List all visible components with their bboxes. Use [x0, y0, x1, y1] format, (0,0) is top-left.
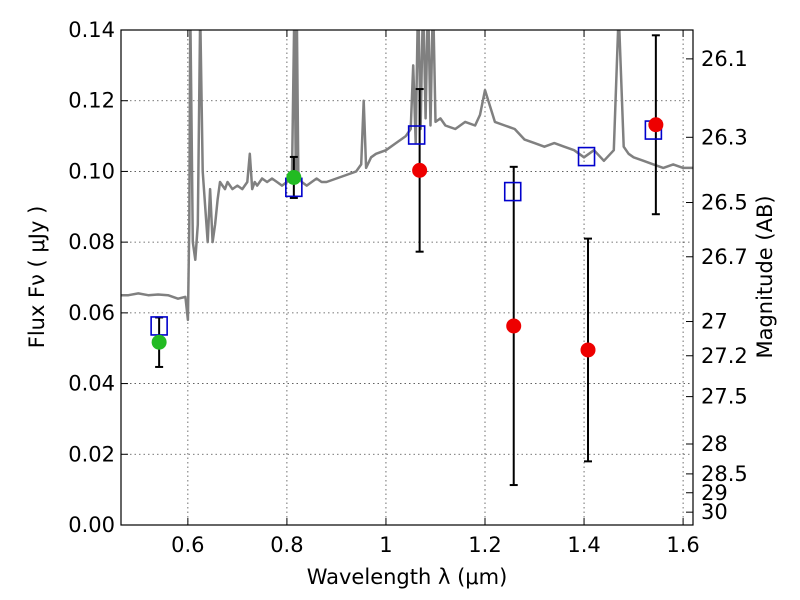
y-axis-left: 0.00 0.02 0.04 0.06 0.08 0.10 0.12 0.14	[68, 18, 128, 537]
y-tick-label: 0.06	[68, 301, 115, 325]
x-tick-label: 1.6	[666, 533, 699, 557]
model-square	[407, 125, 426, 145]
mag-tick-label: 28	[701, 432, 728, 456]
mag-tick-label: 27.2	[701, 344, 748, 368]
data-point	[412, 162, 428, 178]
plot-frame	[120, 29, 694, 526]
mag-tick-label: 27.5	[701, 385, 748, 409]
y-tick-label: 0.08	[68, 230, 115, 254]
model-square	[503, 181, 522, 202]
y-tick-label: 0.10	[68, 159, 115, 183]
x-tick-label: 1.4	[567, 533, 600, 557]
x-axis: 0.6 0.8 1 1.2 1.4 1.6	[171, 30, 700, 557]
mag-tick-label: 26.1	[701, 47, 748, 71]
mag-tick-label: 29	[701, 481, 728, 505]
data-point	[506, 318, 522, 334]
data-point	[648, 117, 664, 133]
x-tick-label: 0.8	[270, 533, 303, 557]
spectrum-line	[121, 30, 693, 322]
x-axis-label: Wavelength λ (μm)	[307, 565, 508, 589]
mag-tick-label: 26.5	[701, 191, 748, 215]
plot-area	[121, 30, 693, 322]
x-tick-label: 1.2	[468, 533, 501, 557]
x-tick-label: 0.6	[171, 533, 204, 557]
mag-tick-label: 26.3	[701, 125, 748, 149]
model-square	[577, 146, 596, 167]
x-tick-label: 1	[379, 533, 392, 557]
mag-tick-label: 27	[701, 310, 728, 334]
y-tick-label: 0.14	[68, 18, 115, 42]
mag-tick-label: 30	[701, 500, 728, 524]
y-tick-label: 0.04	[68, 372, 115, 396]
plot-background	[121, 30, 693, 525]
y-axis-label: Flux Fν ( μJy )	[25, 206, 49, 349]
y-tick-label: 0.12	[68, 89, 115, 113]
data-point	[580, 342, 596, 358]
markers	[150, 117, 664, 358]
data-point	[286, 169, 302, 185]
data-point	[151, 334, 167, 350]
mag-tick-label: 28.5	[701, 462, 748, 486]
y2-axis-label: Magnitude (AB)	[753, 195, 777, 358]
y-tick-label: 0.00	[68, 513, 115, 537]
mag-tick-label: 26.7	[701, 245, 748, 269]
y-tick-label: 0.02	[68, 442, 115, 466]
